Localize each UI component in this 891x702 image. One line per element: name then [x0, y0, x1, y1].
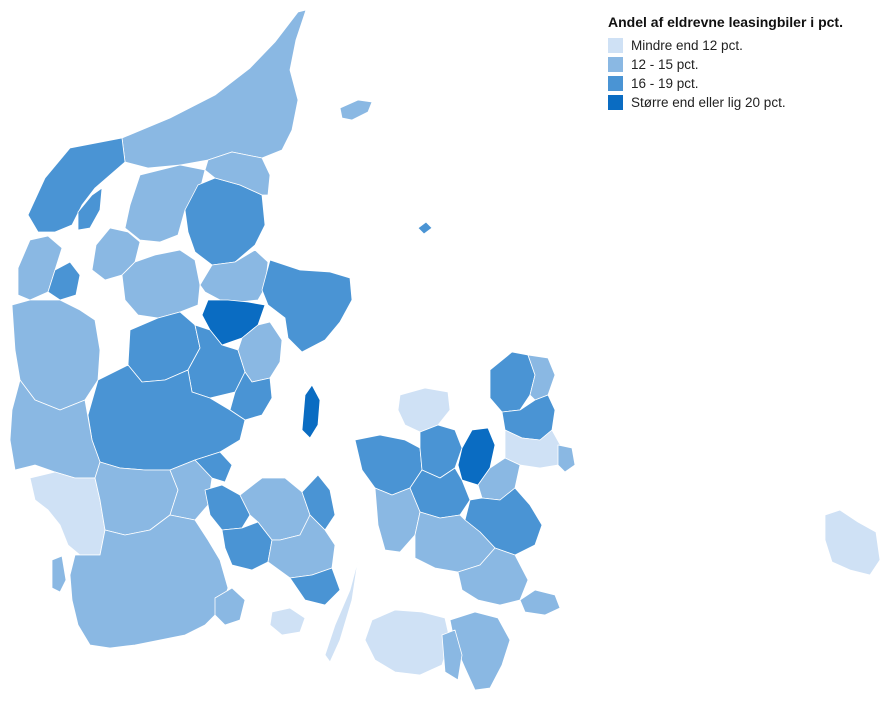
region-aarhus [237, 321, 283, 383]
region-amager [557, 444, 576, 473]
region-aero [269, 607, 306, 636]
legend-swatch [608, 95, 623, 110]
region-als [214, 587, 246, 626]
legend-item-class-4: Større end eller lig 20 pct. [608, 93, 878, 112]
legend-item-class-2: 12 - 15 pct. [608, 55, 878, 74]
region-mon [519, 589, 561, 616]
region-romo [51, 555, 67, 593]
region-guldborgsund [441, 629, 463, 681]
region-laeso [339, 99, 373, 121]
region-odsherred [397, 387, 451, 433]
region-bornholm [824, 509, 881, 576]
region-lolland [364, 609, 451, 676]
region-svendborg [289, 567, 341, 606]
region-slagelse [374, 487, 421, 553]
region-naestved [414, 511, 496, 573]
legend-title: Andel af eldrevne leasingbiler i pct. [608, 14, 843, 30]
legend-swatch [608, 76, 623, 91]
region-vesthimmerland [124, 164, 206, 243]
region-viborg [121, 249, 201, 319]
legend-swatch [608, 38, 623, 53]
region-thy [27, 137, 126, 233]
legend-swatch [608, 57, 623, 72]
region-randers [199, 249, 269, 303]
region-nordsjaelland [489, 351, 536, 413]
region-esbjerg [29, 471, 106, 556]
legend-label: Større end eller lig 20 pct. [631, 95, 786, 110]
region-vordingborg [457, 547, 529, 606]
region-mariagerfjord [204, 151, 271, 196]
region-anholt [417, 221, 433, 235]
region-vendsyssel [121, 9, 307, 169]
legend-label: 16 - 19 pct. [631, 76, 699, 91]
legend-item-class-1: Mindre end 12 pct. [608, 36, 878, 55]
region-langeland [324, 559, 359, 663]
legend-item-class-3: 16 - 19 pct. [608, 74, 878, 93]
legend: Andel af eldrevne leasingbiler i pct. Mi… [608, 14, 878, 112]
region-middelfart [204, 484, 251, 531]
region-fredericia [194, 451, 233, 483]
region-samso [301, 384, 321, 439]
region-mors [77, 187, 103, 231]
legend-label: 12 - 15 pct. [631, 57, 699, 72]
region-djursland [261, 259, 353, 353]
legend-label: Mindre end 12 pct. [631, 38, 743, 53]
